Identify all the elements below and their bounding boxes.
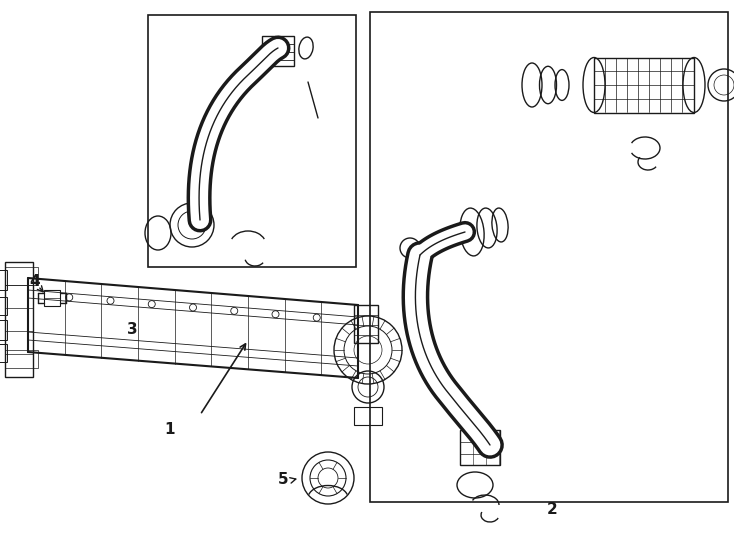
Bar [5, 262, 33, 377]
Bar [148, 15, 356, 267]
Text: 3: 3 [127, 322, 137, 338]
Bar [460, 430, 500, 465]
Bar [0, 270, 7, 290]
Text: 1: 1 [164, 422, 175, 437]
Bar [354, 305, 378, 343]
Bar [5, 267, 38, 285]
Bar [262, 36, 294, 66]
Bar [0, 297, 7, 315]
Text: 4: 4 [29, 274, 40, 289]
Bar [354, 407, 382, 425]
Bar [5, 350, 38, 368]
Bar [44, 290, 60, 306]
Text: 2: 2 [547, 503, 557, 517]
Text: 5: 5 [277, 472, 288, 488]
Bar [0, 344, 7, 362]
Bar [0, 320, 7, 340]
Bar [370, 12, 728, 502]
Bar [594, 58, 694, 113]
